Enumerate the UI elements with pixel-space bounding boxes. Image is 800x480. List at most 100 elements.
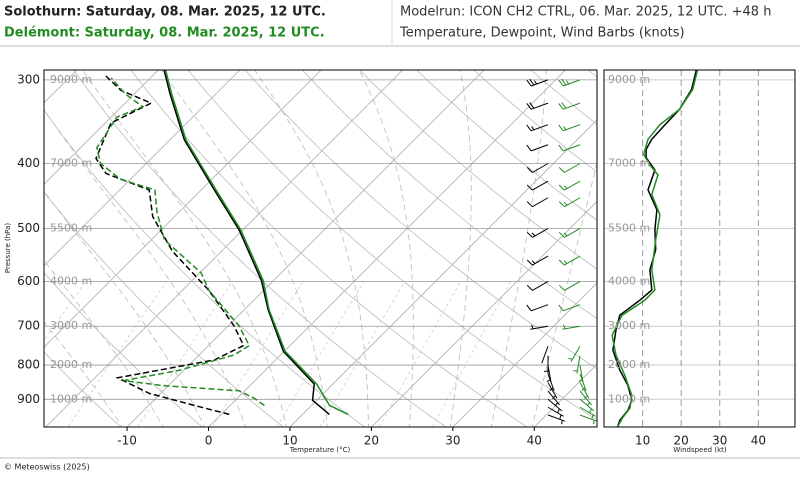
mixing-ratio-line: [379, 281, 462, 427]
isotherm: [45, 70, 403, 427]
y-tick-label: 500: [17, 221, 40, 235]
height-label: 7000 m: [50, 157, 92, 170]
y-tick-label: 300: [17, 72, 40, 86]
dry-adiabat: [302, 70, 597, 319]
wind-barb: [562, 324, 581, 330]
dry-adiabat: [416, 70, 597, 221]
dry-adiabat: [44, 351, 122, 427]
height-label: 5500 m: [608, 221, 650, 234]
wind-barb: [526, 180, 549, 191]
isotherm: [44, 70, 159, 185]
dry-adiabat: [130, 70, 528, 427]
station-title: Solothurn: Saturday, 08. Mar. 2025, 12 U…: [4, 5, 326, 20]
wind-barb: [558, 304, 581, 312]
height-label: 3000 m: [608, 319, 650, 332]
dry-adiabat: [473, 70, 597, 173]
wind-barb: [547, 414, 566, 425]
wind-barb: [568, 346, 581, 363]
wind-barb: [526, 102, 549, 110]
station-title: Delémont: Saturday, 08. Mar. 2025, 12 UT…: [4, 26, 325, 41]
wind-barb: [547, 382, 558, 399]
plot-frame: [43, 69, 598, 428]
moist-adiabat: [44, 190, 205, 427]
mixing-ratio-line: [67, 281, 167, 427]
x-tick-label: 40: [527, 434, 542, 448]
height-label: 1000 m: [608, 392, 650, 405]
isotherm: [44, 70, 322, 348]
y-axis-title: Pressure (hPa): [4, 223, 12, 273]
moist-adiabat: [44, 321, 123, 427]
wind-barb: [579, 398, 595, 413]
wind-barb: [558, 255, 581, 266]
x-axis-title: Temperature (°C): [289, 446, 351, 454]
wind-barb: [547, 398, 563, 413]
wind-barb: [558, 163, 581, 173]
isotherm: [371, 200, 597, 427]
height-label: 4000 m: [50, 274, 92, 287]
height-label: 2000 m: [608, 358, 650, 371]
wind-barb: [558, 144, 581, 152]
wind-barb: [526, 280, 549, 291]
moist-adiabat: [44, 109, 246, 427]
moist-adiabat: [490, 70, 547, 427]
wind-barb: [558, 227, 581, 238]
height-label: 4000 m: [608, 274, 650, 287]
wind-barb: [558, 197, 581, 208]
wind-barb: [526, 304, 549, 312]
temperature-line: [611, 70, 699, 427]
x-tick-label: 20: [364, 434, 379, 448]
moist-adiabat: [449, 70, 472, 427]
subtitle: Temperature, Dewpoint, Wind Barbs (knots…: [399, 26, 685, 41]
moist-adiabat: [531, 160, 597, 427]
height-label: 7000 m: [608, 157, 650, 170]
footer: © Meteoswiss (2025): [4, 463, 90, 472]
x-tick-label: 30: [712, 434, 727, 448]
x-tick-label: -10: [117, 434, 137, 448]
x-tick-label: 20: [674, 434, 689, 448]
wind-barb: [526, 197, 549, 208]
dry-adiabat: [44, 109, 365, 427]
y-tick-label: 900: [17, 392, 40, 406]
mixing-ratio-line: [319, 281, 406, 427]
x-tick-label: 10: [635, 434, 650, 448]
y-tick-label: 800: [17, 358, 40, 372]
wind-barb: [543, 355, 549, 374]
wind-barb: [558, 124, 581, 132]
temperature-line: [164, 70, 349, 416]
x-tick-label: 0: [205, 434, 213, 448]
dry-adiabat: [73, 70, 447, 427]
wind-barb: [579, 414, 597, 425]
isotherm: [534, 363, 597, 427]
wind-barb: [526, 255, 549, 266]
height-label: 1000 m: [50, 392, 92, 405]
dry-adiabat: [44, 272, 203, 427]
moist-adiabat: [160, 70, 328, 427]
moist-adiabat: [358, 70, 414, 427]
wind-barb: [526, 78, 549, 87]
dewpoint-line: [95, 75, 245, 416]
plot-frame: [603, 69, 796, 428]
isotherm: [208, 70, 566, 427]
wind-barb: [579, 382, 590, 399]
height-label: 3000 m: [50, 319, 92, 332]
x-axis-title: Windspeed (kt): [673, 446, 726, 454]
wind-barb: [558, 180, 581, 191]
modelrun: Modelrun: ICON CH2 CTRL, 06. Mar. 2025, …: [400, 5, 771, 20]
wind-barb: [526, 227, 549, 238]
wind-barb: [530, 324, 549, 330]
skewt-plot: [44, 70, 597, 427]
wind-barb: [558, 280, 581, 291]
x-tick-label: 30: [445, 434, 460, 448]
isotherm: [452, 282, 597, 427]
wind-plot: [604, 70, 795, 427]
isotherm: [289, 119, 597, 427]
x-tick-label: 10: [282, 434, 297, 448]
wind-barb: [558, 78, 581, 87]
x-tick-label: 40: [751, 434, 766, 448]
dewpoint-line: [95, 77, 265, 407]
wind-barb: [526, 144, 549, 152]
wind-barb: [579, 406, 596, 419]
wind-barb: [541, 346, 549, 364]
